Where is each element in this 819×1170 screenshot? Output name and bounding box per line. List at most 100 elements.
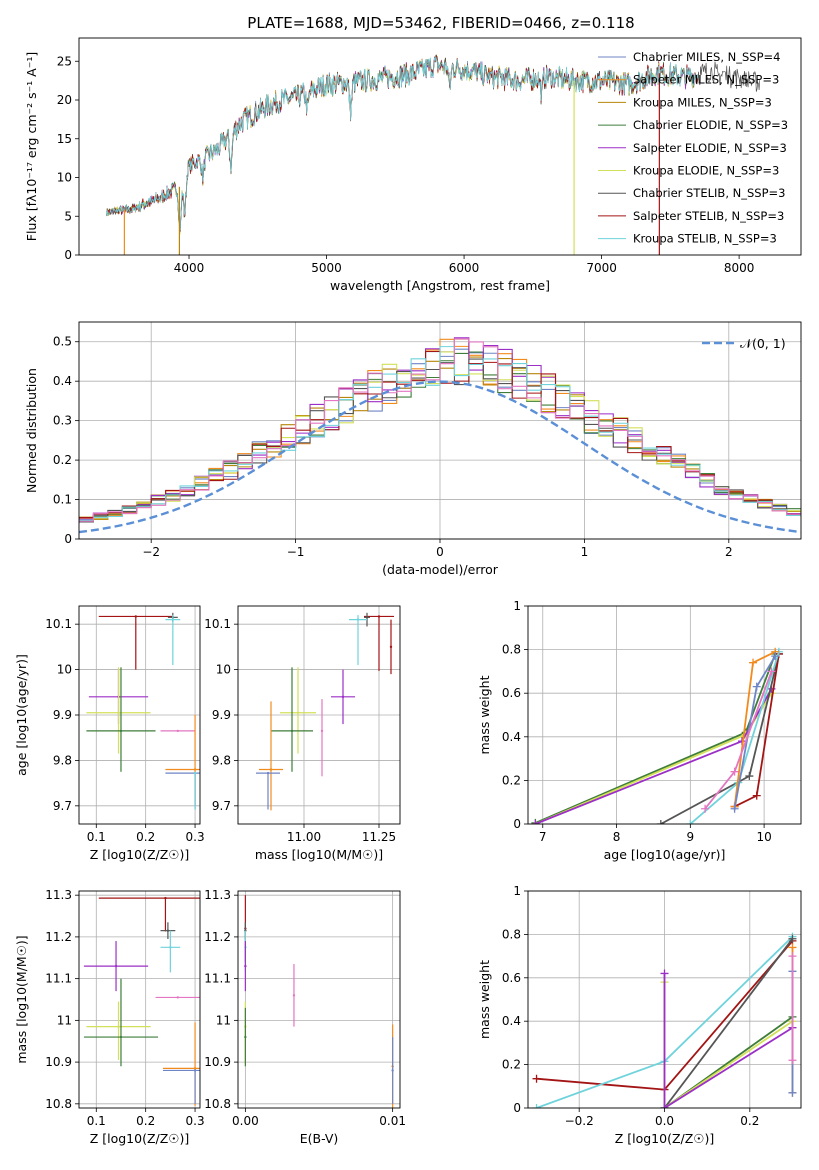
axes-frame [527, 890, 802, 1109]
point-marker [193, 1067, 197, 1070]
plus-marker [745, 772, 754, 781]
y-axis-label: mass weight [477, 675, 492, 754]
plus-marker [701, 804, 710, 813]
x-tick-label: 8000 [724, 261, 755, 275]
point-kroupa-elodie [86, 667, 151, 754]
point-marker [389, 645, 393, 649]
y-tick-label: 9.7 [53, 799, 72, 813]
y-tick-label: 9.9 [53, 708, 72, 722]
plot-area [86, 612, 200, 810]
y-tick-label: 9.8 [53, 753, 72, 767]
x-tick-label: 7 [539, 830, 547, 844]
x-tick-label: 6000 [449, 261, 480, 275]
x-tick-label: −0.2 [565, 1114, 594, 1128]
legend-label: Salpeter ELODIE, N_SSP=3 [633, 141, 787, 155]
y-tick-label: 0 [513, 817, 521, 831]
histogram-series-pink [79, 338, 801, 522]
point-marker [193, 768, 197, 771]
x-axis-label: age [log10(age/yr)] [604, 847, 726, 862]
x-tick-label: 8 [613, 830, 621, 844]
y-tick-label: 0.4 [502, 730, 521, 744]
point-marker [290, 729, 294, 733]
legend-label: Kroupa STELIB, N_SSP=3 [633, 232, 777, 246]
y-tick-label: 9.7 [212, 799, 231, 813]
point-marker [320, 729, 324, 733]
x-tick-label: 0 [436, 545, 444, 559]
point-marker [176, 729, 179, 733]
point-marker [244, 964, 247, 968]
plus-marker [730, 767, 739, 776]
plus-marker [788, 1088, 797, 1097]
point-marker [269, 768, 273, 771]
y-axis-label: age [log10(age/yr)] [14, 654, 29, 776]
y-tick-label: 0 [64, 532, 72, 546]
y-tick-label: 5 [64, 209, 72, 223]
legend-label: Kroupa ELODIE, N_SSP=3 [633, 164, 779, 178]
plus-marker [656, 820, 665, 824]
mass-vs-metallicity-plot: 0.1 0.2 0.3 10.8 10.9 11 11.1 11.2 11.3 Z [log10(… [14, 888, 205, 1146]
x-axis-label: wavelength [Angstrom, rest frame] [330, 278, 550, 293]
x-tick-label: 0.0 [655, 1114, 674, 1128]
axes-frame [78, 321, 802, 540]
y-tick-label: 0.4 [502, 1014, 521, 1028]
y-tick-label: 11.3 [204, 888, 231, 902]
point-marker [169, 946, 172, 949]
point-marker [114, 964, 118, 968]
point-chabrier-elodie [271, 667, 313, 772]
point-salpeter-miles [259, 701, 283, 811]
point-salpeter-elodie [331, 669, 355, 725]
point-salpeter-elodie [244, 941, 247, 992]
point-marker [119, 1035, 123, 1039]
axes-frame [237, 890, 401, 1109]
point-marker [117, 711, 120, 714]
y-tick-label: 11.1 [45, 972, 72, 986]
y-axis-label: mass [log10(M/M☉)] [14, 935, 29, 1063]
plus-marker [788, 934, 797, 943]
y-tick-label: 0.6 [502, 686, 521, 700]
point-marker [244, 1035, 247, 1039]
y-tick-label: 10 [216, 663, 231, 677]
y-tick-label: 10.1 [204, 617, 231, 631]
x-tick-label: 0.3 [186, 1114, 205, 1128]
spectrum-plot: 4000 5000 6000 7000 8000 0 5 10 15 20 25 wavelength… [24, 37, 802, 293]
y-tick-label: 11.1 [204, 972, 231, 986]
normal-curve [79, 380, 801, 534]
x-tick-label: 7000 [586, 261, 617, 275]
y-tick-label: 1 [513, 884, 521, 898]
x-tick-label: −2 [142, 545, 160, 559]
axes-frame [78, 37, 802, 256]
spectrum-series-chabrier-miles [106, 59, 699, 233]
x-tick-label: 0.00 [232, 1114, 259, 1128]
x-tick-label: 0.01 [379, 1114, 406, 1128]
point-pink [320, 699, 324, 777]
point-chabrier-miles [162, 1069, 200, 1104]
plot-area [256, 612, 394, 811]
x-tick-label: 11.00 [287, 830, 321, 844]
line-series-chabrier-stelib [663, 938, 794, 1108]
x-tick-label: 0.2 [740, 1114, 759, 1128]
point-kroupa-elodie [280, 667, 316, 754]
x-tick-label: 0.2 [136, 1114, 155, 1128]
histogram-series-salpeter-miles [79, 338, 801, 522]
y-tick-label: 0.3 [53, 414, 72, 428]
point-pink [155, 996, 200, 999]
legend-label: Kroupa MILES, N_SSP=3 [633, 95, 772, 109]
point-marker [292, 994, 296, 997]
y-tick-label: 9.9 [212, 708, 231, 722]
line-series-kroupa-elodie [663, 982, 794, 1108]
legend-label: Chabrier MILES, N_SSP=4 [633, 50, 780, 64]
y-tick-label: 10.1 [45, 617, 72, 631]
y-tick-label: 0.8 [502, 927, 521, 941]
plus-marker [771, 652, 780, 661]
figure-title: PLATE=1688, MJD=53462, FIBERID=0466, z=0… [247, 14, 634, 32]
y-tick-label: 10.9 [204, 1055, 231, 1069]
y-tick-label: 11 [57, 1013, 72, 1027]
plot-area [83, 896, 200, 1106]
point-kroupa-stelib [193, 771, 197, 810]
plus-marker [752, 682, 761, 691]
mass-weight-vs-age-plot: 7 8 9 10 0 0.2 0.4 0.6 0.8 1 age [log10(age/yr)] ma… [477, 599, 802, 862]
plus-marker [730, 804, 739, 813]
axes-frame [237, 605, 401, 825]
legend-label: Salpeter STELIB, N_SSP=3 [633, 209, 784, 223]
x-axis-label: Z [log10(Z/Z☉)] [90, 847, 190, 862]
